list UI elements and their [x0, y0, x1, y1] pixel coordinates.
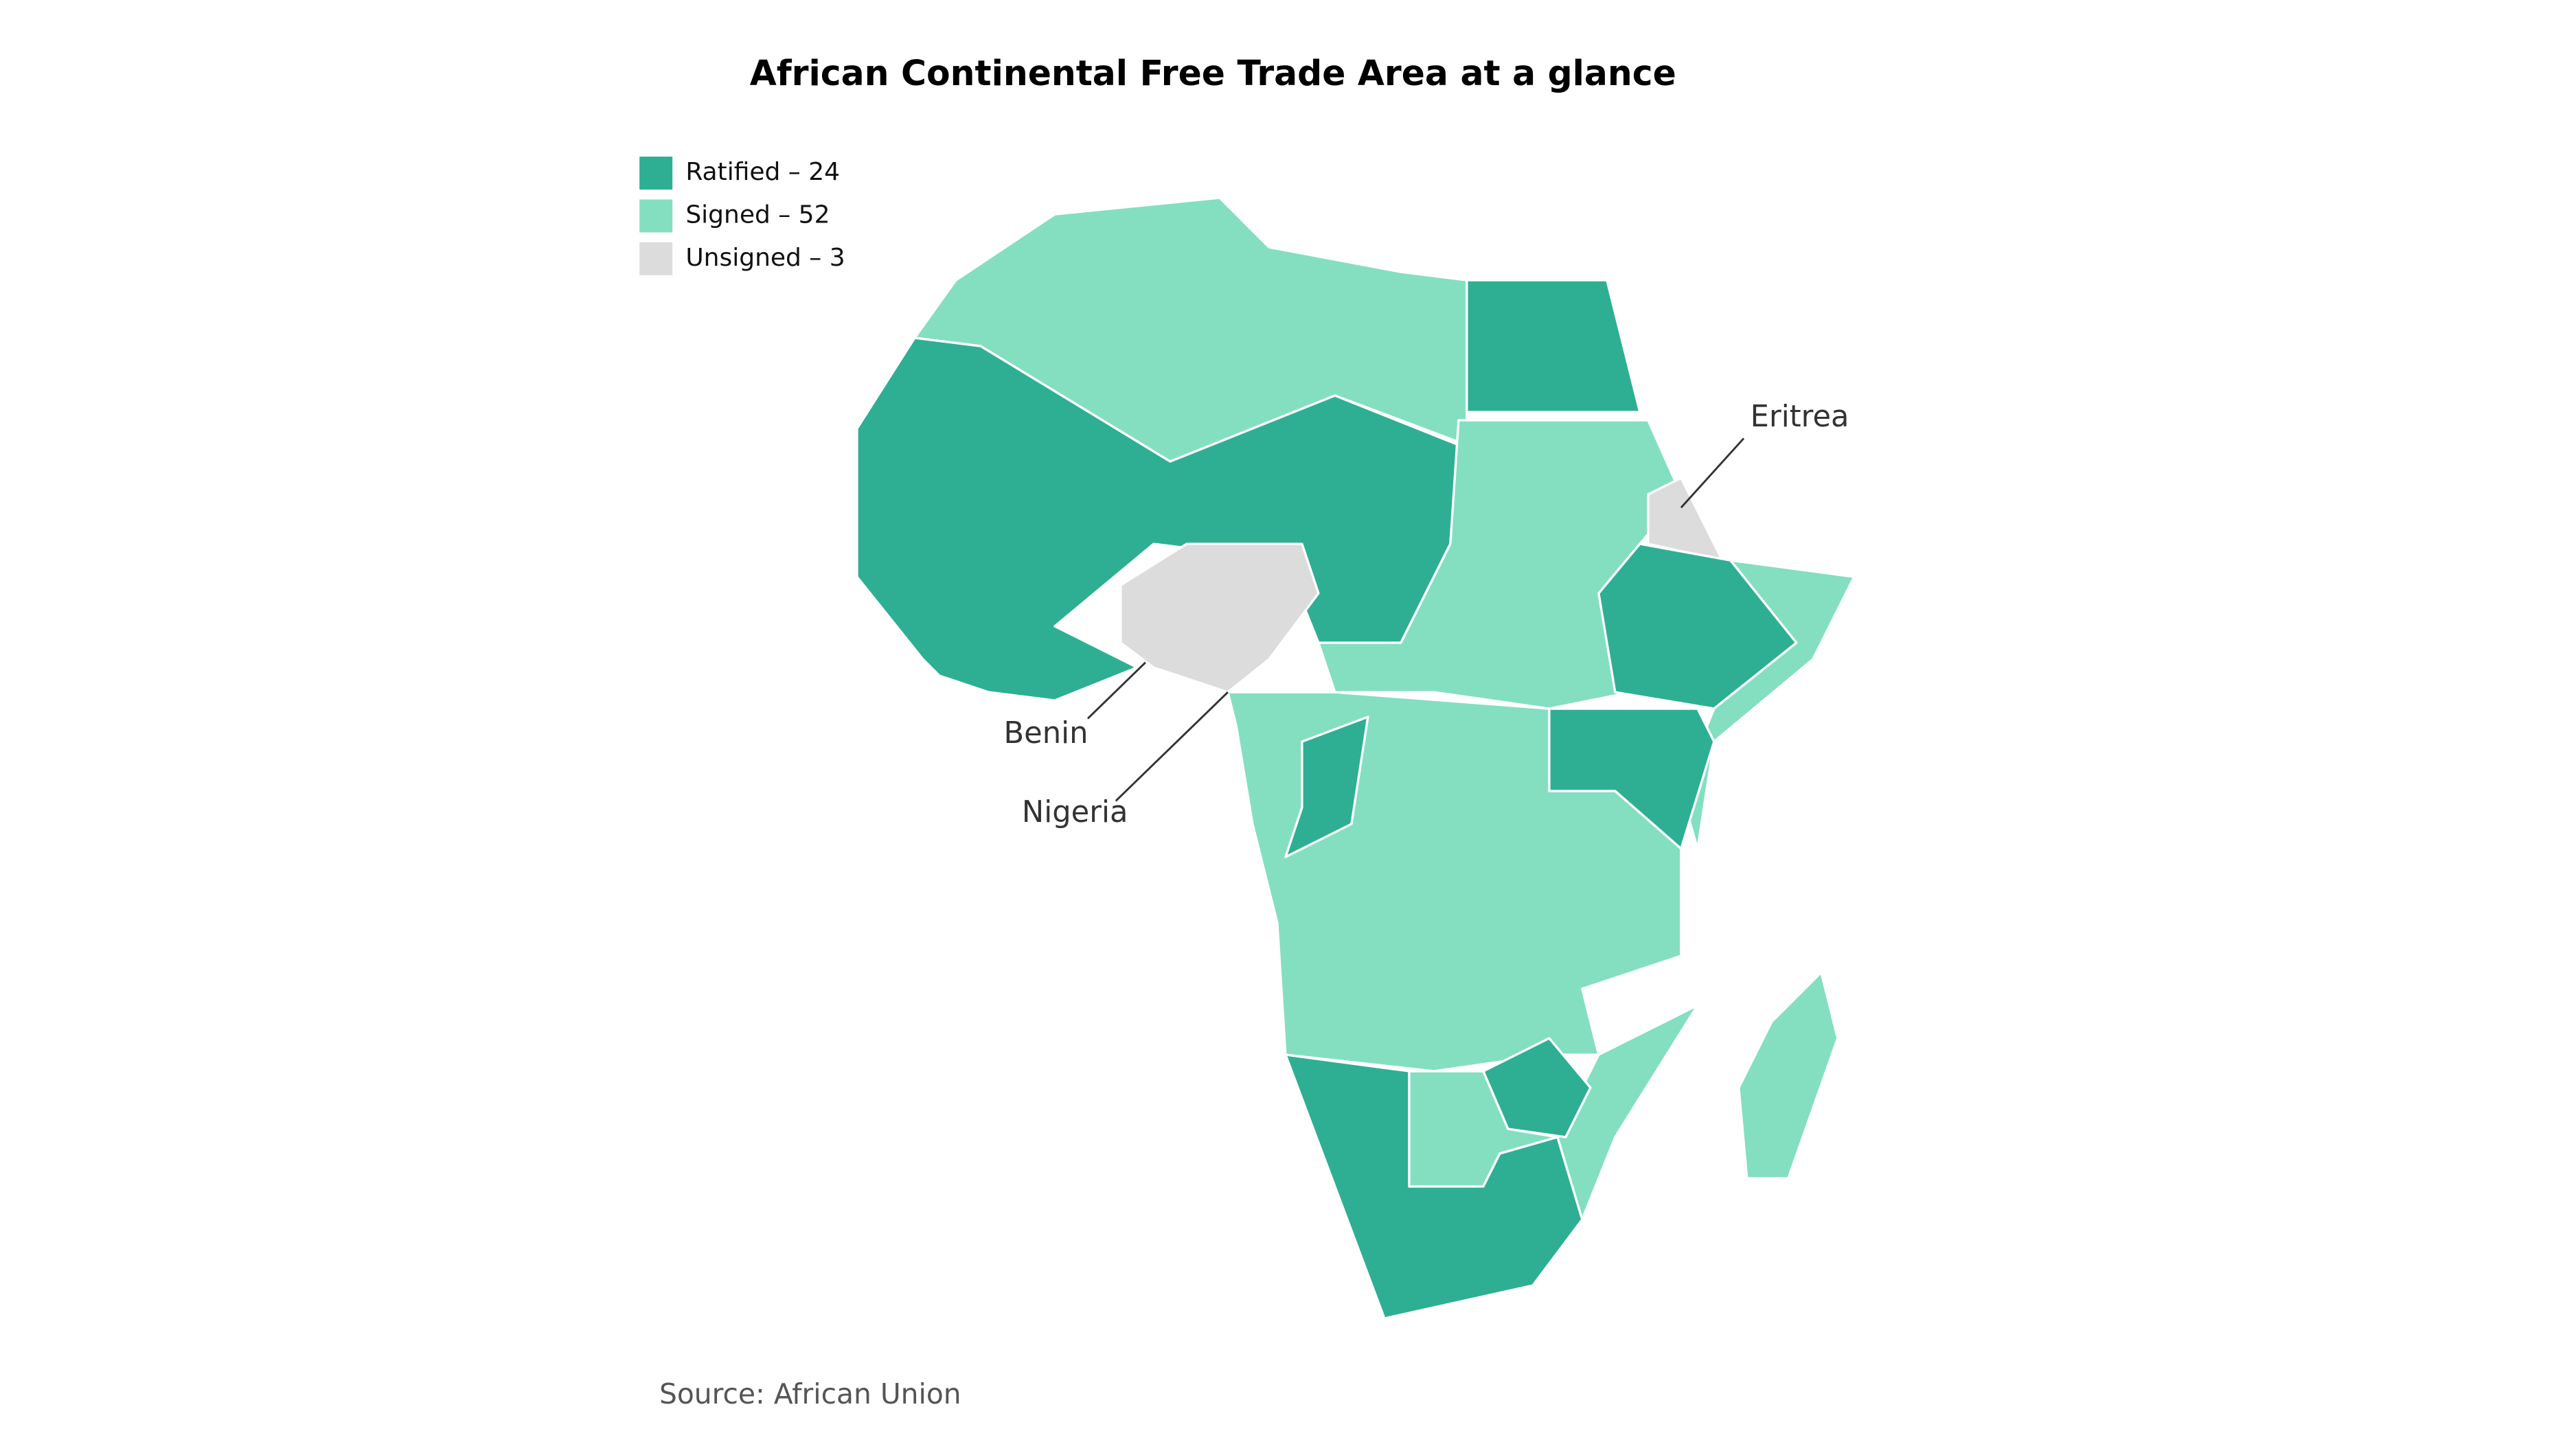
egypt [1466, 279, 1641, 413]
namibia-south-africa [1284, 1053, 1584, 1320]
callout-line [1680, 437, 1745, 509]
legend-swatch [639, 157, 673, 190]
callout-label: Nigeria [1022, 795, 1128, 829]
congo [1284, 716, 1369, 858]
source: Source: African Union [659, 1377, 961, 1410]
callout-line [1115, 691, 1229, 802]
callout-line [1086, 661, 1146, 720]
sahel [856, 336, 1460, 702]
callout-label: Benin [1004, 716, 1088, 751]
callout-label: Eritrea [1751, 400, 1849, 434]
zimbabwe [1482, 1037, 1592, 1138]
legend-swatch [639, 242, 673, 275]
legend-swatch [639, 199, 673, 233]
africa-map [856, 196, 1856, 1320]
title: African Continental Free Trade Area at a… [750, 53, 1676, 93]
legend: Ratified – 24 Signed – 52 Unsigned – 3 [639, 157, 845, 275]
legend-label: Unsigned – 3 [685, 244, 845, 272]
legend-label: Signed – 52 [685, 201, 830, 229]
madagascar [1737, 971, 1839, 1180]
legend-label: Ratified – 24 [685, 158, 840, 186]
nigeria-benin [1119, 542, 1320, 694]
somalia [1680, 559, 1856, 850]
